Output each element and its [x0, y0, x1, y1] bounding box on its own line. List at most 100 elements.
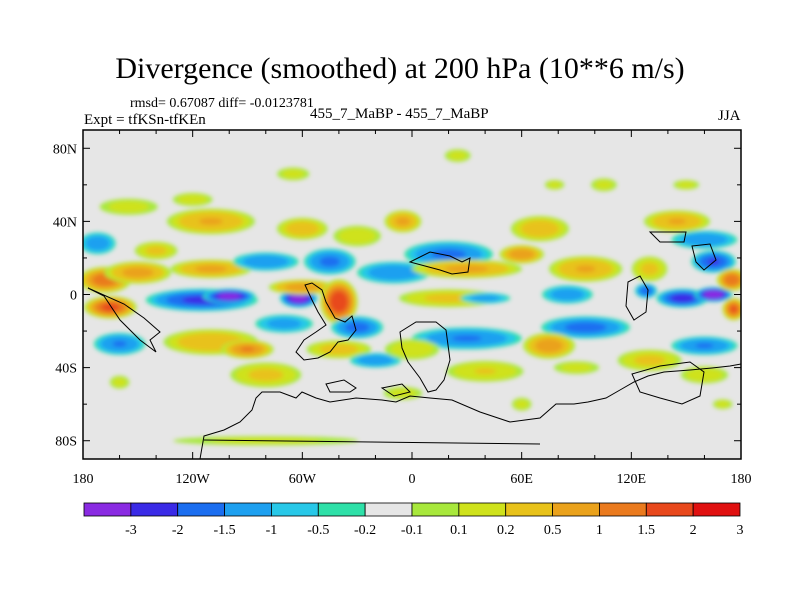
anomaly-cell: [510, 216, 569, 242]
anomaly-cell: [306, 340, 372, 359]
anomaly-cell: [549, 256, 623, 282]
anomaly-cell: [202, 288, 256, 304]
contour-level: [445, 265, 489, 273]
anomaly-cell: [411, 327, 522, 350]
contour-level: [575, 265, 596, 273]
anomaly-cell: [656, 288, 709, 308]
colorbar-label: 1: [596, 523, 603, 538]
colorbar-label: -2: [172, 523, 184, 538]
contour-level: [547, 181, 562, 189]
colorbar-swatch: [411, 502, 460, 517]
contour-level: [267, 318, 302, 330]
anomaly-cell: [523, 332, 575, 359]
anomaly-cell: [694, 287, 733, 302]
colorbar-label: -0.2: [354, 523, 376, 538]
contour-level: [681, 233, 728, 247]
anomaly-cell: [631, 256, 668, 282]
colorbar-label: -1.5: [214, 523, 236, 538]
coastline-pacific: [691, 243, 717, 271]
colorbar-swatch: [599, 502, 647, 517]
season-label: JJA: [718, 108, 741, 124]
contour-level: [101, 303, 120, 312]
anomaly-cell: [722, 297, 741, 321]
anomaly-cell: [541, 316, 630, 339]
contour-level: [112, 377, 127, 387]
contour-level: [85, 236, 110, 251]
colorbar-swatch: [364, 502, 413, 517]
colorbar-label: -1: [266, 523, 278, 538]
anomaly-cell: [384, 339, 440, 360]
anomaly-cell: [170, 259, 252, 279]
contour-level: [535, 338, 563, 353]
contour-level: [242, 255, 289, 268]
x-tick-label: 60E: [510, 472, 533, 487]
contour-level: [285, 221, 319, 236]
anomaly-cell: [304, 248, 356, 275]
colorbar-label: 0.1: [450, 523, 468, 538]
colorbar-label: 0.2: [497, 523, 515, 538]
contour-level: [640, 286, 652, 295]
colorbar-swatch: [83, 502, 132, 517]
coastline-asia-b: [625, 275, 649, 321]
anomaly-cell: [444, 149, 471, 163]
contour-level: [670, 293, 695, 303]
coastline-south-america: [325, 379, 357, 393]
x-tick-label: 120W: [176, 472, 211, 487]
x-tick-label: 0: [409, 472, 416, 487]
anomaly-cell: [671, 336, 738, 355]
colorbar-label: 2: [690, 523, 697, 538]
contour-level: [685, 368, 724, 382]
coastline-south-atlantic: [380, 383, 411, 397]
contour-level: [470, 295, 500, 302]
anomaly-cell: [333, 225, 381, 247]
contour-level: [108, 201, 150, 213]
contour-level: [594, 180, 613, 190]
anomaly-cell: [357, 261, 431, 284]
contour-level: [451, 335, 482, 342]
anomaly-cell: [320, 279, 358, 325]
x-tick-label: 120E: [617, 472, 647, 487]
anomaly-cell: [83, 232, 116, 255]
colorbar-swatch: [645, 502, 694, 517]
colorbar-swatch: [271, 502, 319, 517]
contour-level: [514, 399, 529, 409]
contour-level: [474, 368, 496, 375]
run-label: 455_7_MaBP - 455_7_MaBP: [310, 106, 489, 122]
rmsd-diff-stats: rmsd= 0.67087 diff= -0.0123781: [130, 96, 314, 111]
anomaly-cell: [255, 314, 313, 333]
y-tick-label: 80N: [53, 142, 77, 157]
anomaly-cell: [499, 245, 544, 264]
anomaly-cell: [172, 192, 213, 207]
colorbar-swatch: [458, 502, 507, 517]
colorbar-label: -0.1: [401, 523, 423, 538]
coastline-antarctic-shelf: [203, 439, 541, 445]
experiment-label: Expt = tfKSn-tfKEn: [84, 112, 206, 128]
contour-level: [703, 290, 724, 299]
anomaly-cell: [411, 259, 522, 279]
anomaly-cell: [671, 230, 738, 249]
x-tick-label: 180: [731, 472, 752, 487]
contour-level: [240, 346, 255, 352]
colorbar-swatch: [692, 502, 741, 517]
colorbar-label: -0.5: [307, 523, 329, 538]
contour-level: [177, 194, 208, 205]
contour-level: [668, 218, 686, 225]
contour-level: [390, 341, 434, 358]
colorbar-swatch: [224, 502, 272, 517]
anomaly-cell: [680, 366, 729, 384]
colorbar-label: 1.5: [638, 523, 656, 538]
anomaly-cell: [617, 349, 682, 371]
contour-level: [560, 363, 593, 373]
coastlines: [87, 231, 741, 459]
coastline-west: [87, 287, 161, 353]
contour-level: [633, 355, 666, 366]
anomaly-cell: [384, 210, 422, 233]
y-tick-label: 40S: [55, 362, 77, 377]
contour-level: [368, 265, 420, 281]
anomaly-cell: [349, 353, 401, 368]
anomaly-cell: [512, 397, 532, 411]
anomaly-cell: [277, 167, 310, 181]
colorbar-swatch: [130, 502, 179, 517]
contour-level: [564, 322, 607, 333]
